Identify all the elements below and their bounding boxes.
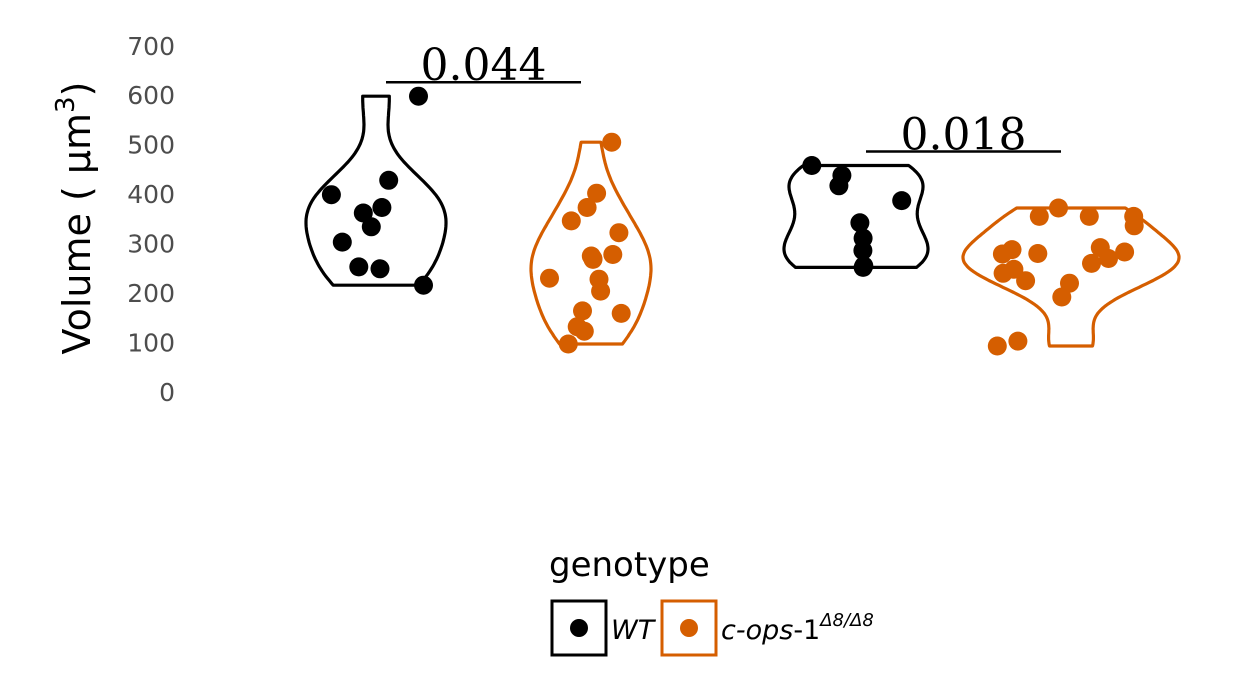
data-point [1028,244,1048,263]
comparisons: 0.044 0.018 [386,40,1061,160]
data-point [609,223,629,243]
data-point [321,185,341,205]
legend-label-cops: c-ops-1Δ8/Δ8 [721,610,874,646]
legend-key-wt [550,599,608,657]
data-point [574,321,594,341]
y-axis-title-superscript: 3 [51,96,81,113]
legend-key-cops-dot [680,619,698,637]
data-point [1079,206,1099,226]
data-point [379,170,399,190]
data-point [853,257,873,277]
data-point [802,156,822,175]
violin-shape [961,206,1181,348]
data-point [1029,206,1049,226]
y-tick-label: 200 [127,279,175,308]
data-point [1082,253,1101,273]
data-point [1115,242,1135,262]
data-points [321,86,1144,356]
violin-shape [304,94,448,287]
legend-label-wt: WT [611,615,657,646]
data-point [611,303,631,323]
data-point [573,301,592,321]
y-axis-title: Volume ( μm3) [51,82,99,355]
y-tick-label: 100 [127,329,175,358]
data-point [602,132,622,152]
comparison-p-value: 0.018 [901,109,1027,160]
y-axis: 0 100 200 300 400 500 600 700 [127,32,175,407]
data-point [892,191,912,211]
data-point [558,334,578,354]
y-tick-label: 0 [159,378,175,407]
data-point [349,257,369,277]
data-point [829,176,849,196]
y-axis-title-close: ) [55,82,99,97]
data-point [370,259,390,279]
data-point [853,241,873,260]
legend: genotype WT c-ops-1Δ8/Δ8 [549,545,874,657]
violins [304,94,1181,348]
data-point [1124,216,1144,236]
legend-key-cops [660,599,718,657]
y-tick-label: 300 [127,230,175,259]
data-point [587,183,607,203]
data-point [1049,198,1068,218]
y-tick-label: 500 [127,131,175,160]
y-axis-title-text: Volume ( μm [55,113,99,355]
data-point [993,263,1013,283]
legend-label-cops-italic: c-ops [721,615,793,646]
data-point [353,203,373,223]
legend-label-cops-plain: -1 [793,615,820,646]
data-point [603,245,623,264]
violin-shape [529,140,653,346]
data-point [1008,331,1028,351]
data-point [987,336,1007,356]
data-point [992,244,1012,264]
data-point [1016,271,1036,291]
data-point [414,275,433,295]
data-point [1060,273,1079,293]
data-point [850,213,870,233]
data-point [561,211,581,231]
data-point [361,217,381,237]
data-point [1052,287,1072,307]
legend-label-cops-superscript: Δ8/Δ8 [818,610,874,631]
comparison-p-value: 0.044 [421,40,547,91]
y-tick-label: 600 [127,81,175,110]
data-point [591,281,611,301]
data-point [577,198,597,217]
data-point [540,268,559,288]
data-point [1099,249,1118,268]
data-point [409,86,428,106]
legend-title: genotype [549,545,710,585]
data-point [372,198,392,217]
y-tick-label: 700 [127,32,175,61]
data-point [332,232,352,252]
data-point [583,249,603,268]
y-tick-label: 400 [127,180,175,209]
legend-key-wt-dot [570,619,588,637]
